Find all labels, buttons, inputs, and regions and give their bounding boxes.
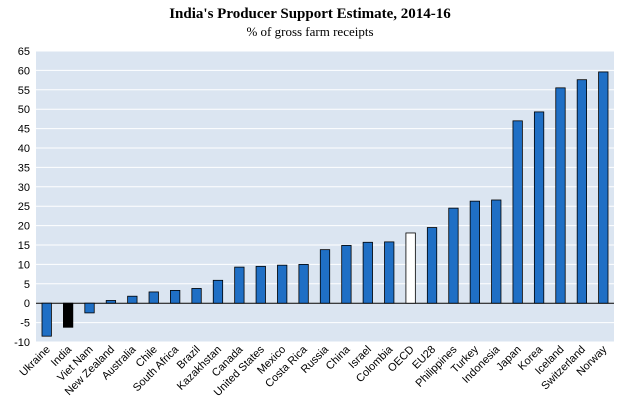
y-tick-label: 25 [18,201,30,213]
y-tick-label: 0 [24,298,30,310]
bar-iceland [555,87,566,304]
bar-japan [512,120,523,304]
bar-russia [319,249,331,304]
bar-israel [362,241,373,304]
bar-chile [148,291,159,304]
bar-indonesia [491,199,502,304]
bar-philippines [448,207,459,304]
y-tick-label: 55 [18,85,30,97]
bar-korea [533,111,545,304]
bar-switzerland [576,79,587,304]
bar-new-zealand [105,300,117,304]
bar-eu28 [426,227,438,304]
bar-turkey [469,200,480,304]
y-tick-label: -10 [14,337,30,349]
bar-mexico [277,264,288,304]
y-tick-label: 35 [18,162,30,174]
chart-title: India's Producer Support Estimate, 2014-… [169,6,451,22]
y-tick-label: -5 [20,318,30,330]
bar-kazakhstan [212,279,224,304]
bar-canada [234,266,245,304]
bar-china [341,244,352,304]
y-tick-label: 10 [18,259,30,271]
y-tick-label: 60 [18,65,30,77]
x-tick-label: China [324,343,353,372]
y-tick-label: 40 [18,143,30,155]
y-tick-label: 45 [18,124,30,136]
y-tick-label: 30 [18,182,30,194]
bar-viet-nam [84,302,95,314]
y-tick-label: 5 [24,279,30,291]
bar-ukraine [41,302,52,337]
bar-united-states [255,265,266,304]
bar-costa-rica [298,263,309,304]
bar-south-africa [170,289,181,304]
bar-brazil [191,288,202,304]
bar-colombia [384,241,395,304]
bar-australia [127,295,138,304]
y-axis: -10 -5 0 5 10 15 20 25 30 35 40 45 50 55 60 65 [14,46,30,349]
chart-subtitle: % of gross farm receipts [246,24,374,39]
y-tick-label: 15 [18,240,30,252]
bar-norway [598,71,609,304]
bar-oecd [405,232,416,304]
bars [41,71,609,337]
y-tick-label: 20 [18,221,30,233]
bar-india [63,302,74,328]
y-tick-label: 65 [18,46,30,58]
y-tick-label: 50 [18,104,30,116]
